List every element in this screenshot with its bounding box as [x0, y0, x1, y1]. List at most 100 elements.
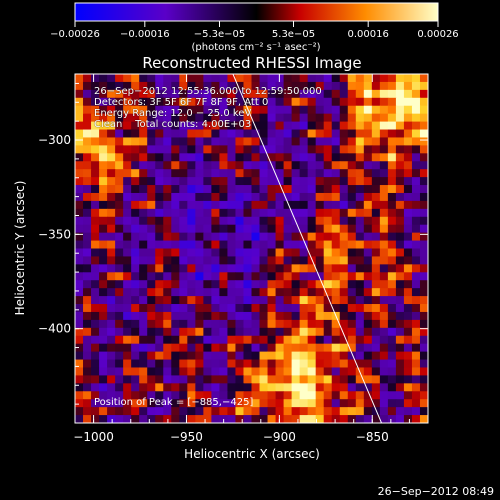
heatmap-cell — [403, 311, 413, 321]
heatmap-cell — [243, 359, 252, 368]
heatmap-cell — [395, 272, 405, 281]
heatmap-cell — [379, 272, 389, 281]
heatmap-cell — [259, 335, 269, 345]
heatmap-cell — [219, 105, 228, 115]
heatmap-cell — [267, 319, 277, 329]
heatmap-cell — [283, 351, 293, 361]
heatmap-cell — [323, 89, 333, 99]
heatmap-cell — [419, 415, 428, 423]
heatmap-cell — [171, 121, 180, 131]
heatmap-cell — [331, 185, 341, 194]
heatmap-cell — [75, 161, 84, 170]
heatmap-cell — [307, 153, 317, 162]
heatmap-cell — [115, 367, 124, 376]
heatmap-cell — [131, 415, 140, 423]
heatmap-cell — [379, 81, 389, 91]
heatmap-cell — [403, 192, 413, 202]
heatmap-cell — [163, 351, 172, 361]
heatmap-cell — [283, 296, 293, 305]
heatmap-cell — [115, 121, 124, 131]
heatmap-cell — [371, 296, 381, 305]
heatmap-cell — [379, 296, 389, 305]
heatmap-cell — [187, 399, 196, 408]
heatmap-cell — [403, 240, 413, 249]
heatmap-cell — [307, 200, 317, 210]
heatmap-cell — [195, 200, 204, 210]
heatmap-cell — [75, 391, 84, 400]
heatmap-cell — [123, 200, 132, 210]
heatmap-cell — [235, 248, 244, 257]
heatmap-cell — [387, 280, 397, 289]
heatmap-cell — [123, 240, 132, 249]
heatmap-cell — [347, 185, 357, 194]
heatmap-cell — [171, 311, 180, 321]
heatmap-cell — [347, 145, 357, 154]
heatmap-cell — [347, 319, 357, 329]
colorbar-tick-label: −0.00016 — [120, 29, 170, 40]
heatmap-cell — [243, 383, 252, 392]
y-axis: −300−350−400 — [38, 82, 428, 405]
heatmap-cell — [283, 319, 293, 329]
heatmap-cell — [339, 145, 349, 154]
heatmap-cell — [147, 145, 156, 154]
heatmap-cell — [339, 177, 349, 186]
heatmap-cell — [219, 375, 228, 384]
heatmap-cell — [291, 343, 301, 353]
heatmap-cell — [91, 296, 100, 305]
y-tick-label: −350 — [38, 227, 71, 241]
heatmap-cell — [267, 240, 277, 249]
heatmap-cell — [331, 81, 341, 91]
heatmap-cell — [299, 375, 309, 384]
heatmap-cell — [195, 391, 204, 400]
heatmap-cell — [147, 216, 156, 226]
heatmap-cell — [155, 240, 164, 249]
heatmap-cell — [355, 351, 365, 361]
heatmap-cell — [419, 359, 428, 368]
heatmap-cell — [219, 74, 228, 83]
heatmap-cell — [211, 169, 220, 178]
heatmap-cell — [235, 129, 244, 138]
heatmap-cell — [131, 177, 140, 186]
heatmap-cell — [419, 407, 428, 416]
heatmap-cell — [211, 399, 220, 408]
heatmap-cell — [251, 248, 261, 257]
x-axis: −1000 −950 −900 −850 — [73, 74, 410, 444]
heatmap-cell — [379, 185, 389, 194]
heatmap-cell — [315, 200, 325, 210]
heatmap-cell — [299, 192, 309, 202]
heatmap-cell — [315, 240, 325, 249]
heatmap-cell — [227, 256, 236, 265]
heatmap-cell — [211, 97, 220, 107]
heatmap-cell — [91, 399, 100, 408]
heatmap-cell — [147, 383, 156, 392]
heatmap-cell — [219, 240, 228, 249]
heatmap-cell — [275, 97, 285, 107]
heatmap-cell — [147, 105, 156, 115]
heatmap-cell — [411, 121, 421, 131]
heatmap-cell — [227, 319, 236, 329]
heatmap-cell — [243, 216, 252, 226]
heatmap-cell — [203, 272, 212, 281]
heatmap-cell — [115, 129, 124, 138]
heatmap-cell — [371, 177, 381, 186]
heatmap-cell — [251, 256, 261, 265]
heatmap-cell — [267, 81, 277, 91]
heatmap-cell — [395, 185, 405, 194]
heatmap-cell — [123, 335, 132, 345]
heatmap-cell — [299, 113, 309, 123]
heatmap-cell — [395, 216, 405, 226]
heatmap-cell — [107, 192, 116, 202]
heatmap-cell — [211, 327, 220, 337]
heatmap-cell — [155, 264, 164, 273]
heatmap-cell — [187, 89, 196, 99]
heatmap-cell — [227, 192, 236, 202]
heatmap-cell — [387, 351, 397, 361]
heatmap-cell — [291, 280, 301, 289]
heatmap-cell — [315, 327, 325, 337]
heatmap-cell — [259, 113, 269, 123]
heatmap-cell — [291, 296, 301, 305]
heatmap-cell — [195, 272, 204, 281]
heatmap-cell — [331, 89, 341, 99]
heatmap-cell — [179, 216, 188, 226]
heatmap-cell — [235, 407, 244, 416]
